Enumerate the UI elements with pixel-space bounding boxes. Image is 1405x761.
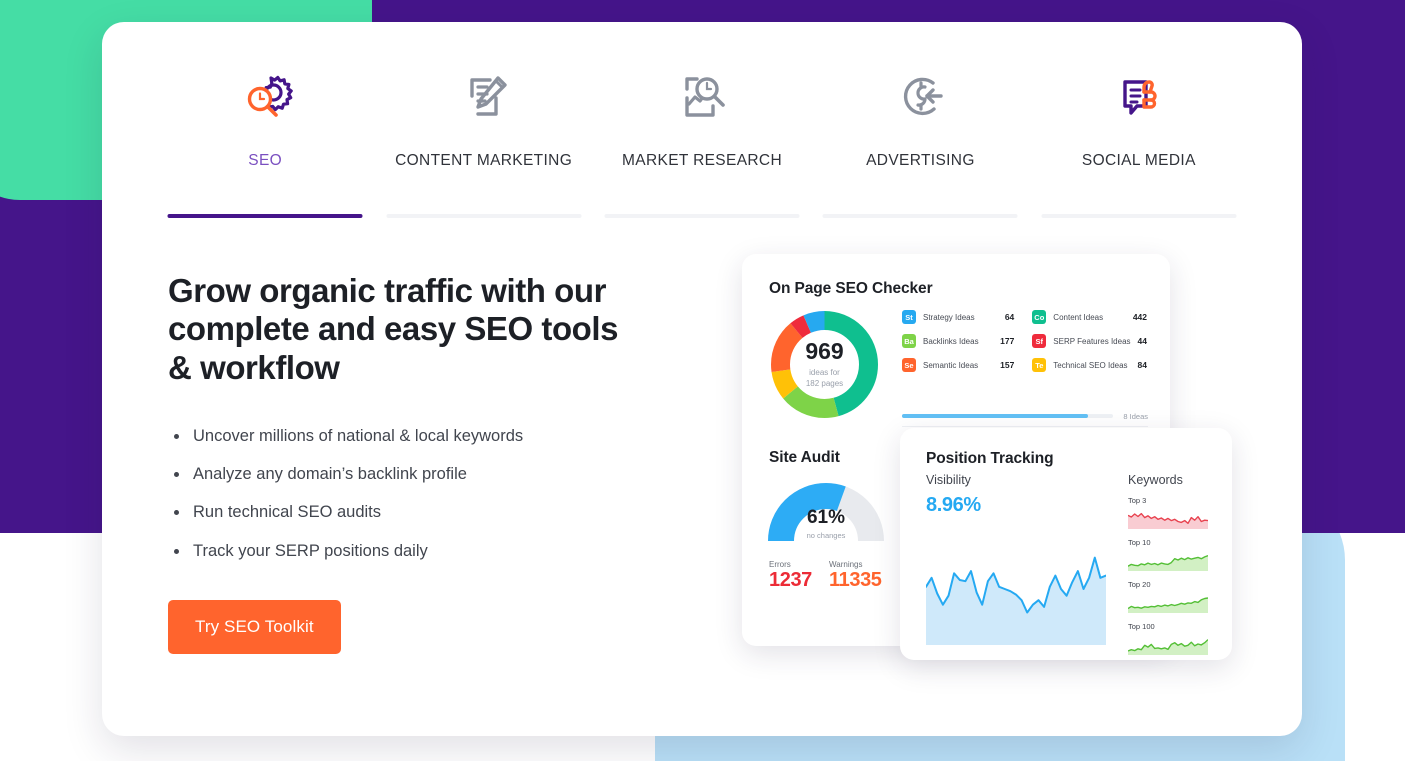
legend-item-strategy: St Strategy Ideas 64 <box>902 310 1014 324</box>
site-audit-score: 61% <box>806 507 846 528</box>
idea-progress-track <box>902 414 1114 418</box>
position-tracking-title: Position Tracking <box>926 450 1054 467</box>
sparkline-chart <box>1128 512 1208 529</box>
card-title: On Page SEO Checker <box>769 280 933 297</box>
feature-list: Uncover millions of national & local key… <box>168 425 648 562</box>
tab-underline <box>1041 214 1237 218</box>
legend-item-content: Co Content Ideas 442 <box>1032 310 1147 324</box>
visibility-value: 8.96% <box>926 494 981 516</box>
donut-center-label: 969 ideas for 182 pages <box>767 307 882 422</box>
tab-underline-active <box>167 214 363 218</box>
list-item: Uncover millions of national & local key… <box>190 425 648 447</box>
sparkline-label: Top 100 <box>1128 622 1155 631</box>
legend-value: 64 <box>1004 312 1015 322</box>
legend-item-technical-seo: Te Technical SEO Ideas 84 <box>1032 358 1147 372</box>
tab-label: SOCIAL MEDIA <box>1081 152 1196 169</box>
sparkline-chart <box>1128 554 1208 571</box>
sparkline-top-100: Top 100 <box>1128 622 1208 655</box>
tab-label: ADVERTISING <box>866 152 975 169</box>
background-purple-shape-right <box>1300 0 1405 533</box>
content-edit-document-icon <box>453 58 515 136</box>
list-item: Run technical SEO audits <box>190 501 648 523</box>
site-audit-gauge: 61% no changes <box>767 482 885 548</box>
seo-gear-magnifier-icon <box>234 58 296 136</box>
sparkline-top-10: Top 10 <box>1128 538 1208 571</box>
list-item: Track your SERP positions daily <box>190 540 648 562</box>
legend-name: Strategy Ideas <box>923 312 975 322</box>
sparkline-top-3: Top 3 <box>1128 496 1208 529</box>
tab-underline <box>822 214 1018 218</box>
legend-value: 442 <box>1132 312 1147 322</box>
tab-social-media[interactable]: SOCIAL MEDIA <box>1030 58 1248 218</box>
warnings-stat: Warnings 11335 <box>829 560 882 592</box>
tab-content-marketing[interactable]: CONTENT MARKETING <box>374 58 592 218</box>
legend-name: Content Ideas <box>1053 312 1104 322</box>
warnings-label: Warnings <box>829 560 863 569</box>
ideas-total-sub: ideas for 182 pages <box>806 368 843 389</box>
sparkline-top-20: Top 20 <box>1128 580 1208 613</box>
legend-name: Semantic Ideas <box>923 360 979 370</box>
legend-name: Technical SEO Ideas <box>1053 360 1128 370</box>
keyword-sparkline-list: Top 3 Top 10 Top 20 <box>1128 496 1208 664</box>
sparkline-chart <box>1128 597 1208 613</box>
sparkline-chart <box>1128 639 1208 655</box>
badge-co-icon: Co <box>1032 310 1047 324</box>
badge-se-icon: Se <box>902 358 916 372</box>
advertising-dollar-target-icon <box>889 58 951 136</box>
site-audit-score-block: 61% no changes <box>767 508 885 540</box>
try-seo-toolkit-button[interactable]: Try SEO Toolkit <box>168 599 341 654</box>
tab-underline <box>604 214 800 218</box>
tab-seo[interactable]: SEO <box>156 58 374 218</box>
sparkline-label: Top 3 <box>1128 496 1147 505</box>
errors-label: Errors <box>769 560 791 569</box>
idea-progress-fill <box>902 414 1089 418</box>
legend-value: 177 <box>1000 336 1015 346</box>
badge-st-icon: St <box>902 310 916 324</box>
warnings-value: 11335 <box>829 569 882 591</box>
market-research-chart-magnifier-icon <box>671 58 733 136</box>
sparkline-label: Top 20 <box>1128 580 1151 589</box>
tab-underline <box>386 214 582 218</box>
keywords-label: Keywords <box>1128 473 1183 487</box>
page-title: Grow organic traffic with our complete a… <box>168 272 618 386</box>
visibility-area-chart <box>925 533 1107 645</box>
visibility-label: Visibility <box>926 473 971 487</box>
legend-name: SERP Features Ideas <box>1053 336 1131 346</box>
ideas-sub-line2: 182 pages <box>805 378 844 388</box>
list-item: Analyze any domain’s backlink profile <box>190 463 648 485</box>
site-audit-title: Site Audit <box>769 449 840 466</box>
badge-sf-icon: Sf <box>1032 334 1047 348</box>
errors-stat: Errors 1237 <box>769 560 812 592</box>
product-tabs: SEO CONTENT MARKETING <box>156 58 1248 218</box>
ideas-donut-chart: 969 ideas for 182 pages <box>767 307 882 422</box>
tab-label: SEO <box>248 152 283 169</box>
legend-item-backlinks: Ba Backlinks Ideas 177 <box>902 334 1014 348</box>
position-tracking-card: Position Tracking Visibility 8.96% Keywo… <box>900 428 1232 660</box>
tab-advertising[interactable]: ADVERTISING <box>811 58 1029 218</box>
ideas-legend: St Strategy Ideas 64 Co Content Ideas 44… <box>902 310 1147 372</box>
idea-progress-label: 8 Ideas <box>1123 411 1148 421</box>
ideas-total: 969 <box>805 338 844 365</box>
ideas-sub-line1: ideas for <box>809 368 840 378</box>
errors-value: 1237 <box>769 569 812 591</box>
tab-label: CONTENT MARKETING <box>395 152 573 169</box>
legend-value: 84 <box>1137 360 1147 370</box>
tab-market-research[interactable]: MARKET RESEARCH <box>593 58 811 218</box>
site-audit-score-sub: no changes <box>806 531 846 540</box>
social-media-thumbs-up-icon <box>1108 58 1170 136</box>
badge-te-icon: Te <box>1032 358 1047 372</box>
legend-value: 157 <box>1000 360 1015 370</box>
legend-item-semantic: Se Semantic Ideas 157 <box>902 358 1014 372</box>
sparkline-label: Top 10 <box>1128 538 1151 547</box>
hero-card: SEO CONTENT MARKETING <box>102 22 1302 736</box>
hero-copy: Grow organic traffic with our complete a… <box>168 272 648 654</box>
legend-item-serp-features: Sf SERP Features Ideas 44 <box>1032 334 1147 348</box>
legend-value: 44 <box>1137 336 1147 346</box>
tab-label: MARKET RESEARCH <box>622 152 783 169</box>
idea-progress-row: 8 Ideas <box>902 406 1148 427</box>
legend-name: Backlinks Ideas <box>923 336 979 346</box>
badge-ba-icon: Ba <box>902 334 916 348</box>
